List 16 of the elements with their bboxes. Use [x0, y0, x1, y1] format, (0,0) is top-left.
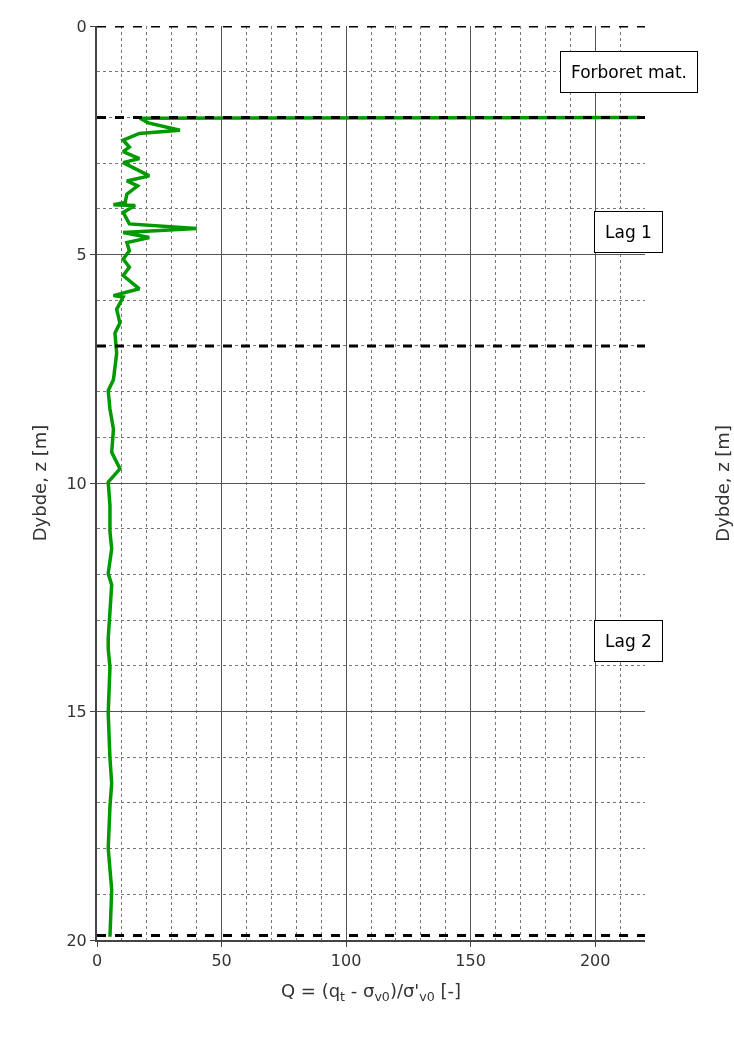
y-tick-label: 15	[66, 702, 87, 722]
annotation: Lag 2	[605, 631, 652, 651]
y2-axis-title: Dybde, z [m]	[711, 425, 733, 542]
x-tick-label: 200	[579, 951, 611, 971]
y-tick-label: 5	[76, 245, 87, 265]
x-tick-label: 0	[91, 951, 103, 971]
annotation: Lag 1	[605, 222, 652, 242]
y-tick-label: 0	[76, 16, 87, 36]
y-axis-title: Dybde, z [m]	[29, 424, 51, 542]
y-tick-label: 20	[66, 930, 87, 950]
x-tick-label: 150	[455, 951, 486, 971]
annotation: Forboret mat.	[571, 62, 687, 82]
x-axis-title: Q = (q$_{t}$ - σ$_{v0}$)/σ'$_{v0}$ [-]	[280, 979, 462, 1004]
y-tick-label: 10	[66, 473, 87, 493]
x-tick-label: 50	[211, 951, 232, 971]
x-tick-label: 100	[330, 951, 362, 971]
